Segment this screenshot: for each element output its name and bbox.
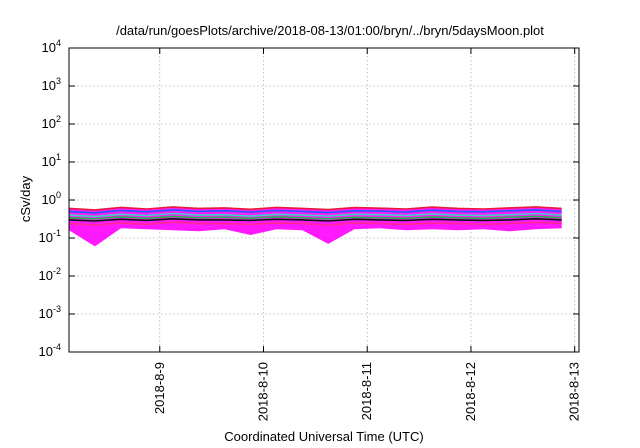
envelope-band bbox=[69, 206, 562, 247]
x-tick-label: 2018-8-11 bbox=[359, 362, 374, 420]
y-axis-label: cSv/day bbox=[18, 175, 33, 222]
plot-frame bbox=[68, 47, 580, 353]
y-tick-label: 104 bbox=[42, 38, 61, 55]
series-line-1 bbox=[68, 206, 562, 211]
band-layer bbox=[69, 206, 562, 247]
x-tick-label: 2018-8-12 bbox=[463, 362, 478, 421]
x-tick-label: 2018-8-13 bbox=[567, 362, 582, 421]
chart-title: /data/run/goesPlots/archive/2018-08-13/0… bbox=[116, 23, 544, 38]
y-tick-label: 102 bbox=[42, 114, 61, 131]
x-ticks: 2018-8-9 2018-8-10 2018-8-11 2018-8-12 2018-… bbox=[152, 48, 582, 421]
series-line-6 bbox=[68, 221, 562, 226]
y-tick-label: 100 bbox=[42, 190, 61, 207]
y-tick-label: 10-1 bbox=[39, 228, 61, 245]
y-ticks: 10-4 10-3 10-2 10-1 100 101 102 103 104 bbox=[39, 38, 579, 359]
y-tick-label: 10-2 bbox=[39, 266, 61, 283]
y-tick-label: 10-4 bbox=[39, 342, 61, 359]
x-axis-label: Coordinated Universal Time (UTC) bbox=[224, 429, 423, 444]
y-tick-label: 101 bbox=[42, 152, 61, 169]
x-tick-label: 2018-8-9 bbox=[152, 362, 167, 414]
series-line-4 bbox=[68, 215, 562, 220]
series-line-5 bbox=[68, 217, 562, 222]
series-line-2 bbox=[68, 209, 562, 214]
y-tick-label: 103 bbox=[42, 76, 61, 93]
series-line-3 bbox=[68, 212, 562, 218]
x-tick-label: 2018-8-10 bbox=[255, 362, 270, 421]
y-tick-label: 10-3 bbox=[39, 304, 61, 321]
series-layer bbox=[68, 206, 562, 226]
grid bbox=[69, 48, 579, 352]
